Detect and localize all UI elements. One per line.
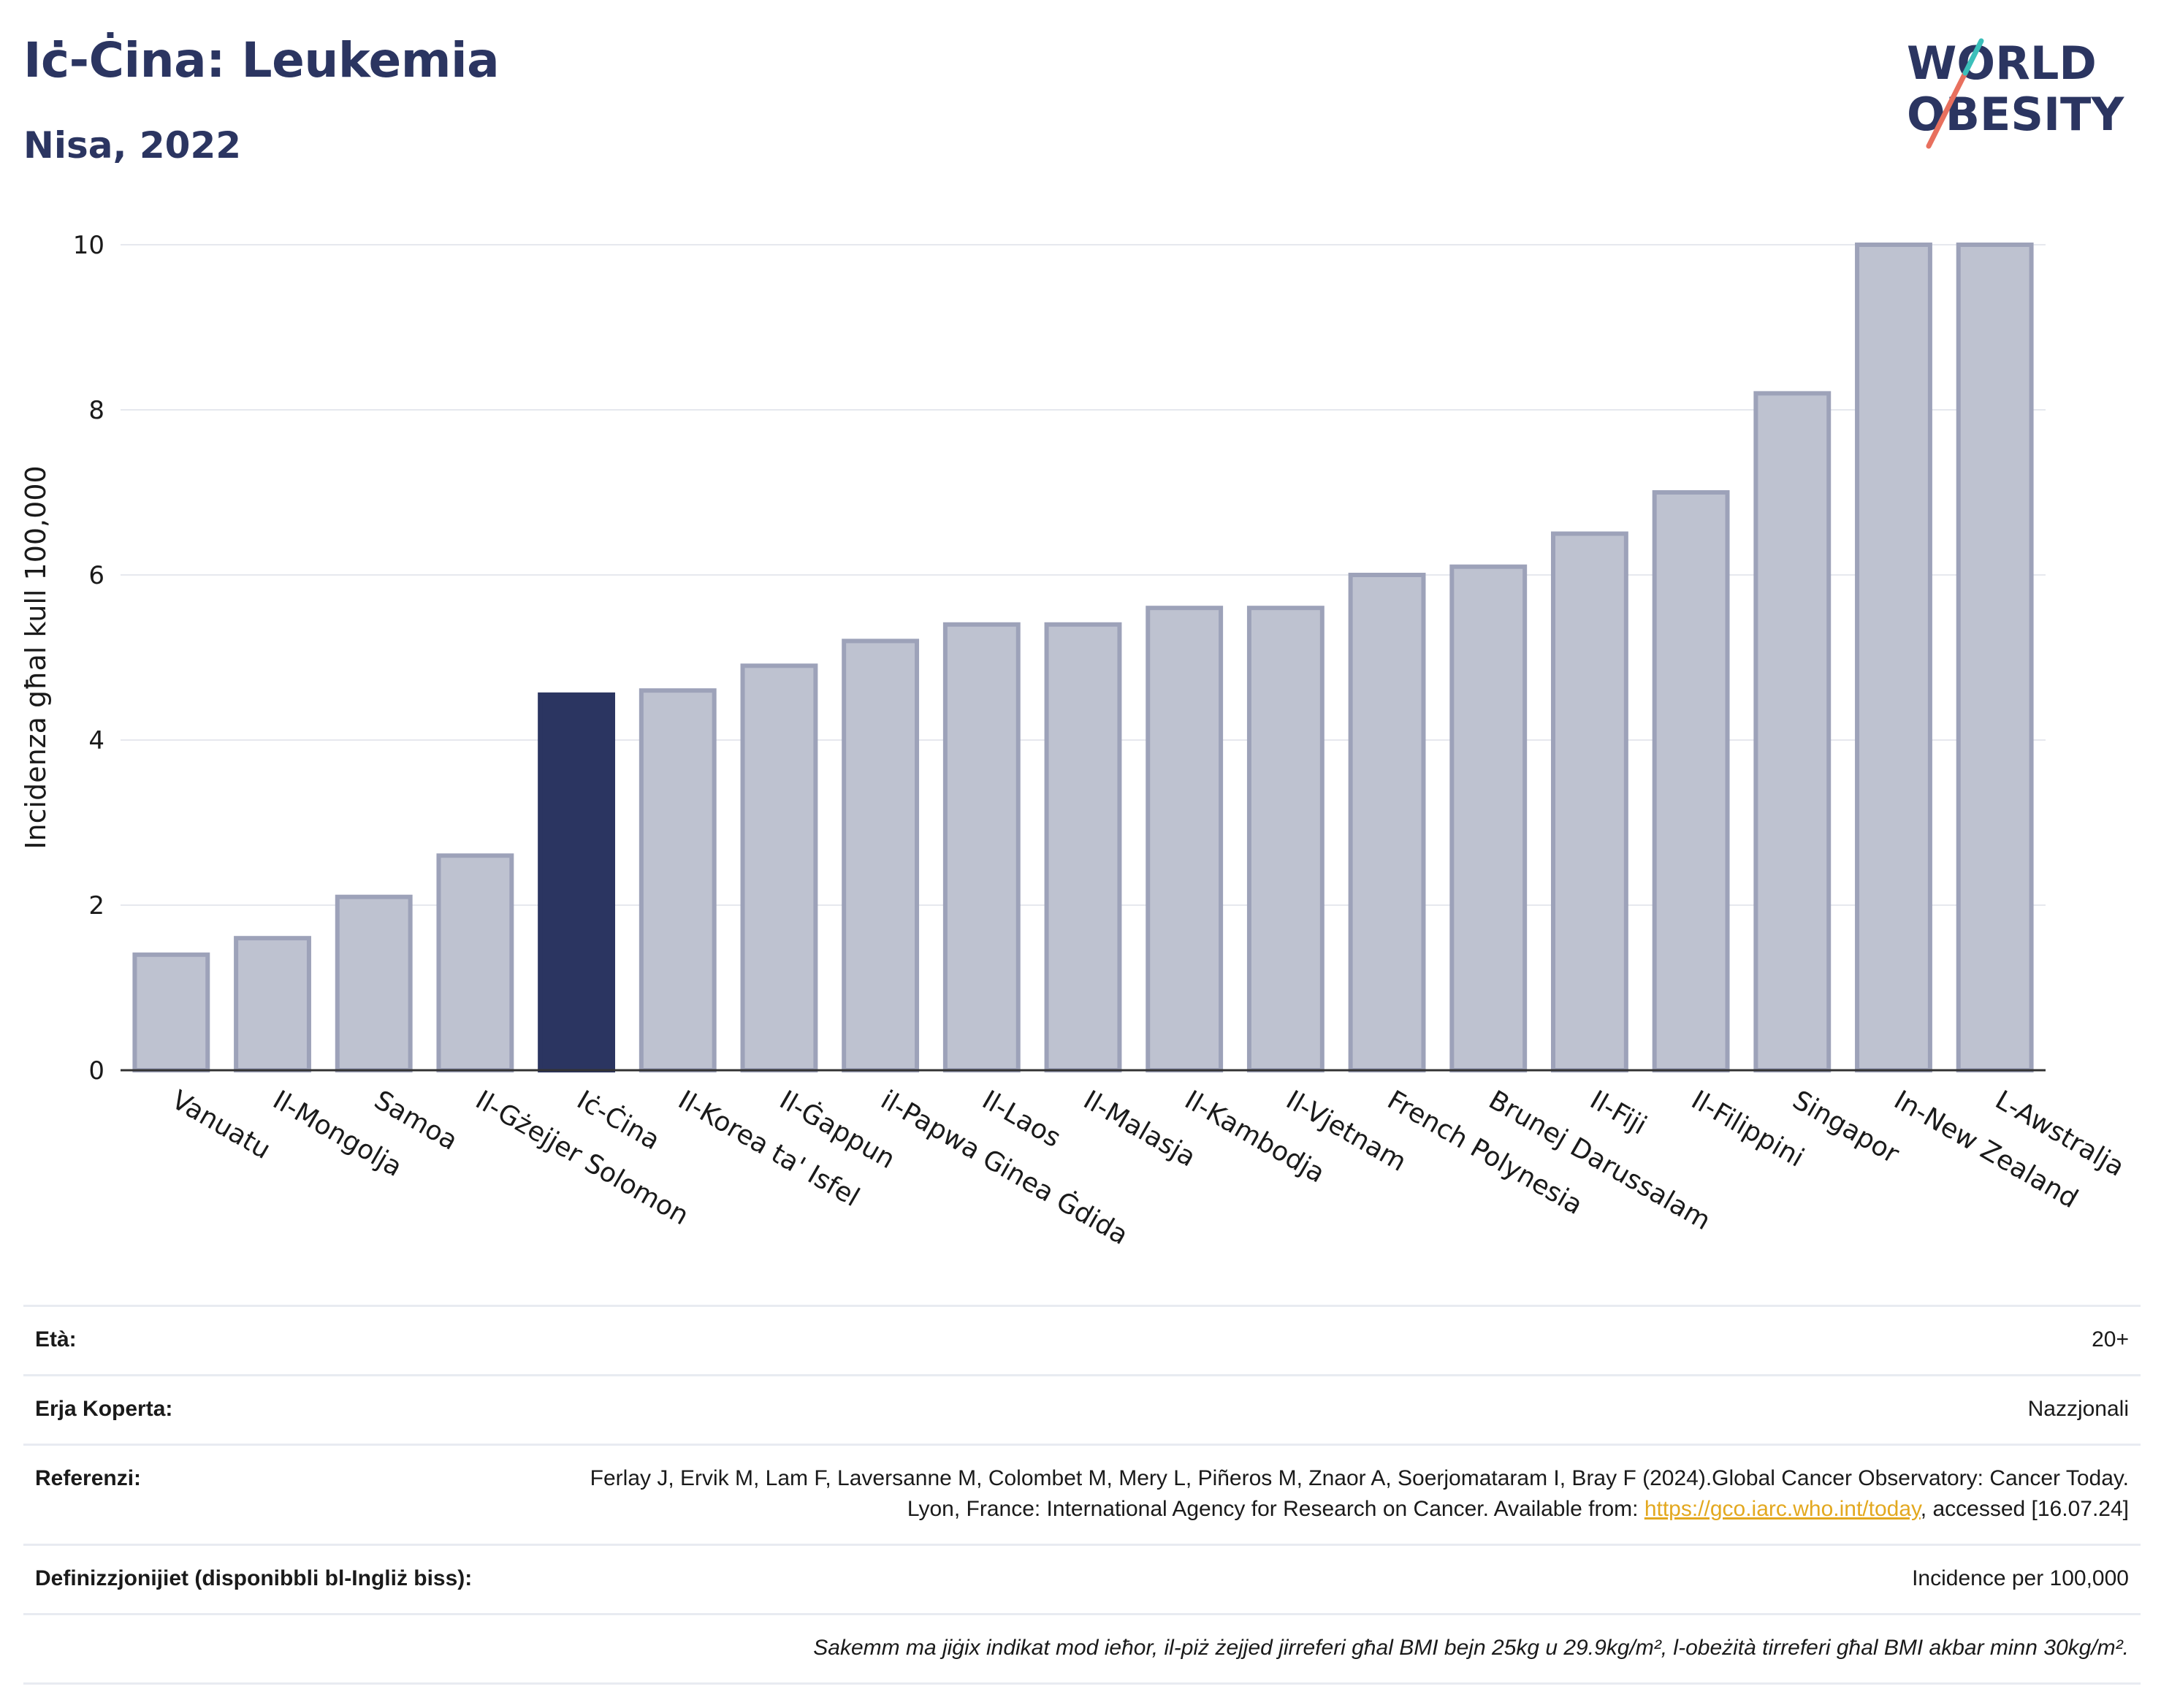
- x-tick-label: Il-Fiji: [1585, 1085, 1651, 1140]
- references-text: Ferlay J, Ervik M, Lam F, Laversanne M, …: [590, 1466, 2129, 1521]
- x-tick-label: Vanuatu: [167, 1085, 275, 1165]
- y-tick-label: 2: [88, 891, 104, 920]
- area-label: Erja Koperta:: [35, 1397, 173, 1421]
- bar-1: [234, 936, 311, 1072]
- references-label: Referenzi:: [35, 1466, 142, 1490]
- info-table: Età: 20+ Erja Koperta: Nazzjonali Refere…: [23, 1305, 2141, 1685]
- info-row-references: Referenzi: Ferlay J, Ervik M, Lam F, Lav…: [23, 1444, 2141, 1544]
- info-row-definitions: Definizzjonijiet (disponibbli bl-Ingliż …: [23, 1544, 2141, 1613]
- bar-16: [1753, 391, 1832, 1072]
- area-value: Nazzjonali: [2027, 1397, 2129, 1421]
- x-tick-label: Il-Filippini: [1686, 1085, 1809, 1173]
- info-row-area: Erja Koperta: Nazzjonali: [23, 1374, 2141, 1444]
- x-tick-label: Il-Korea ta' Isfel: [673, 1085, 864, 1213]
- world-obesity-logo: WORLD OBESITY: [1907, 37, 2124, 149]
- y-tick-label: 6: [88, 561, 104, 590]
- bar-4: [538, 692, 616, 1072]
- y-tick-label: 8: [88, 396, 104, 425]
- references-tail: , accessed [16.07.24]: [1920, 1497, 2129, 1521]
- bar-12: [1348, 573, 1426, 1072]
- bar-15: [1652, 490, 1730, 1072]
- info-row-note: Sakemm ma jiġix indikat mod ieħor, il-pi…: [23, 1613, 2141, 1685]
- x-tick-label: Singapor: [1788, 1085, 1904, 1170]
- bar-10: [1146, 606, 1224, 1072]
- y-axis-title: Incidenza għal kull 100,000: [20, 465, 52, 849]
- references-value: Ferlay J, Ervik M, Lam F, Laversanne M, …: [536, 1463, 2129, 1525]
- logo-line-2: OBESITY: [1907, 88, 2124, 141]
- age-value: 20+: [2092, 1327, 2129, 1351]
- x-tick-label: In-New Zealand: [1889, 1085, 2083, 1214]
- y-tick-label: 4: [88, 726, 104, 755]
- y-tick-label: 10: [73, 231, 104, 260]
- page-subtitle: Nisa, 2022: [23, 124, 242, 167]
- age-label: Età:: [35, 1327, 77, 1351]
- bar-3: [436, 853, 514, 1072]
- bar-6: [740, 663, 818, 1072]
- bar-13: [1449, 564, 1528, 1072]
- bar-11: [1246, 606, 1325, 1072]
- x-tick-label: Il-Malasja: [1078, 1085, 1200, 1173]
- bar-9: [1044, 622, 1122, 1072]
- y-tick-label: 0: [88, 1056, 104, 1086]
- bar-18: [1956, 243, 2034, 1072]
- bar-8: [942, 622, 1021, 1072]
- definitions-value: Incidence per 100,000: [1912, 1566, 2129, 1590]
- page-title: Iċ-Ċina: Leukemia: [23, 32, 500, 88]
- bar-7: [842, 638, 920, 1072]
- info-row-age: Età: 20+: [23, 1305, 2141, 1374]
- bar-14: [1550, 531, 1628, 1072]
- bar-17: [1855, 243, 1932, 1072]
- definitions-label: Definizzjonijiet (disponibbli bl-Ingliż …: [35, 1566, 473, 1590]
- bar-2: [335, 894, 413, 1073]
- y-axis-ticks: 0 2 4 6 8 10: [73, 231, 104, 1086]
- logo-line-1: WORLD: [1907, 37, 2097, 90]
- bar-0: [132, 952, 210, 1073]
- bars: [132, 243, 2034, 1073]
- bmi-note: Sakemm ma jiġix indikat mod ieħor, il-pi…: [813, 1636, 2129, 1660]
- bar-5: [639, 688, 717, 1072]
- references-link[interactable]: https://gco.iarc.who.int/today: [1644, 1497, 1921, 1521]
